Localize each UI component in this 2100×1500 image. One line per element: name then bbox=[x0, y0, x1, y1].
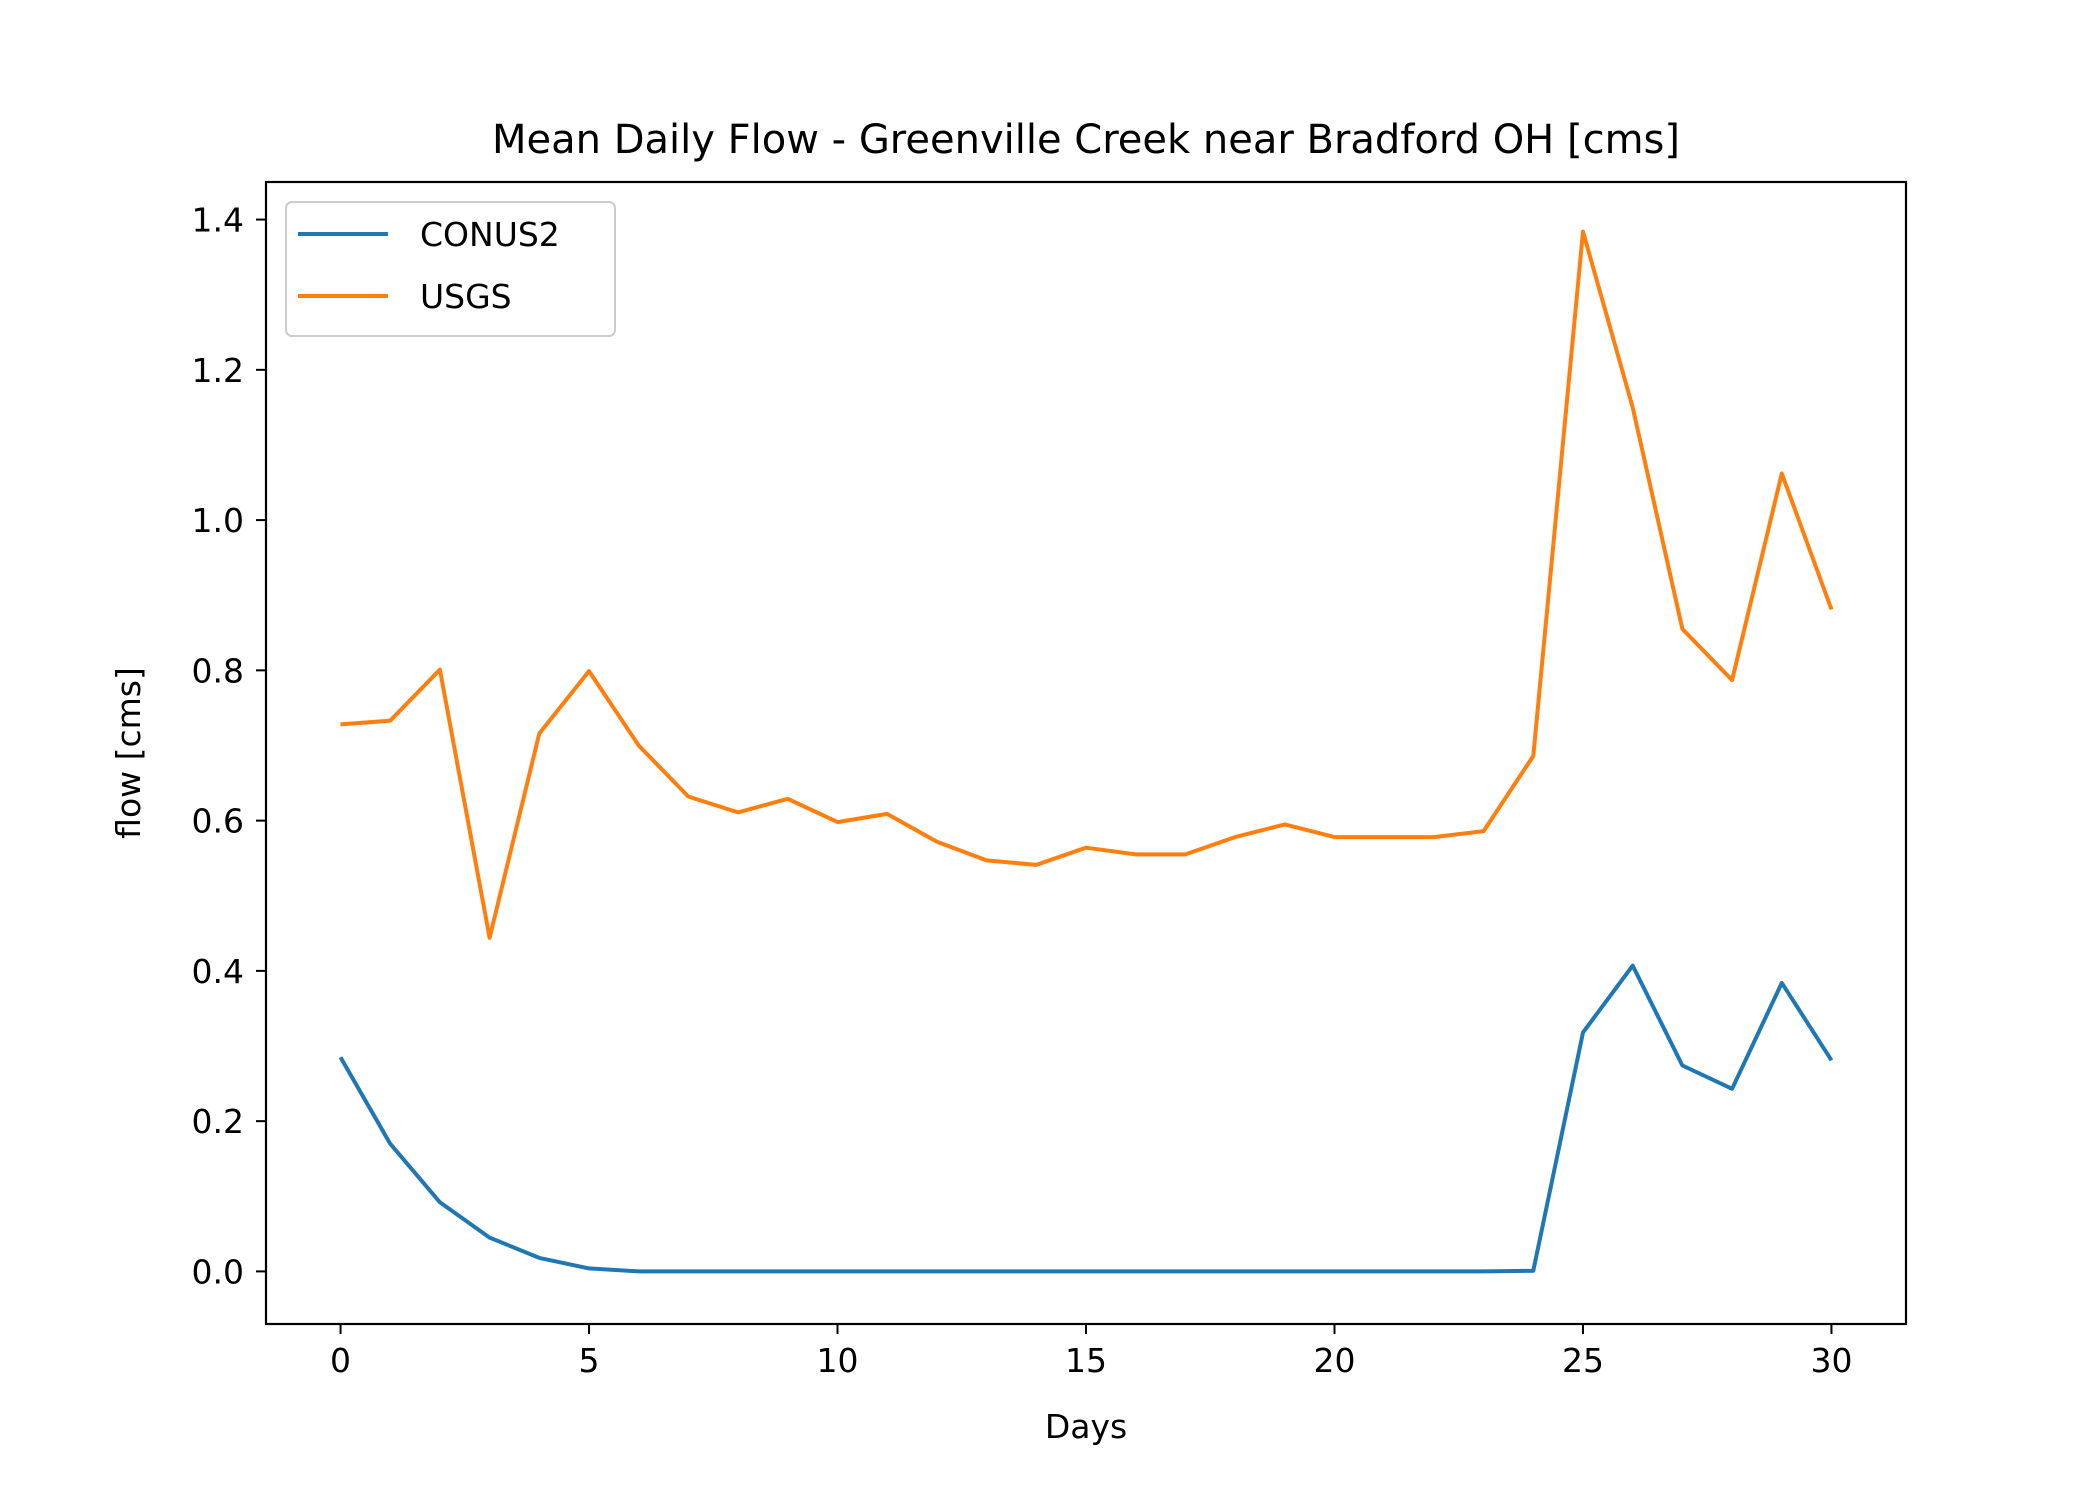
legend-label-usgs: USGS bbox=[420, 277, 512, 316]
y-tick-label: 0.6 bbox=[192, 802, 244, 841]
legend-label-conus2: CONUS2 bbox=[420, 215, 560, 254]
x-tick-label: 15 bbox=[1065, 1341, 1107, 1380]
x-tick-label: 25 bbox=[1562, 1341, 1604, 1380]
series-line-conus2 bbox=[338, 963, 1834, 1274]
y-tick-label: 0.0 bbox=[192, 1252, 244, 1291]
y-axis: 0.0 0.2 0.4 0.6 0.8 1.0 1.2 1.4 bbox=[192, 201, 266, 1291]
x-axis: 0 5 10 15 20 25 30 bbox=[330, 1324, 1852, 1380]
series-line-usgs bbox=[340, 229, 1834, 940]
y-tick-label: 0.4 bbox=[192, 952, 244, 991]
y-tick-label: 1.4 bbox=[192, 201, 244, 240]
series-layer bbox=[338, 229, 1834, 1274]
y-tick-label: 1.2 bbox=[192, 351, 244, 390]
x-axis-label: Days bbox=[1045, 1407, 1127, 1446]
x-tick-label: 30 bbox=[1810, 1341, 1852, 1380]
x-tick-label: 10 bbox=[817, 1341, 859, 1380]
x-tick-label: 20 bbox=[1313, 1341, 1355, 1380]
y-axis-label: flow [cms] bbox=[109, 667, 148, 839]
x-tick-label: 5 bbox=[579, 1341, 600, 1380]
y-tick-label: 0.8 bbox=[192, 651, 244, 690]
chart-title: Mean Daily Flow - Greenville Creek near … bbox=[492, 117, 1680, 163]
y-tick-label: 0.2 bbox=[192, 1102, 244, 1141]
legend: CONUS2 USGS bbox=[285, 201, 616, 337]
y-tick-label: 1.0 bbox=[192, 501, 244, 540]
x-tick-label: 0 bbox=[330, 1341, 351, 1380]
